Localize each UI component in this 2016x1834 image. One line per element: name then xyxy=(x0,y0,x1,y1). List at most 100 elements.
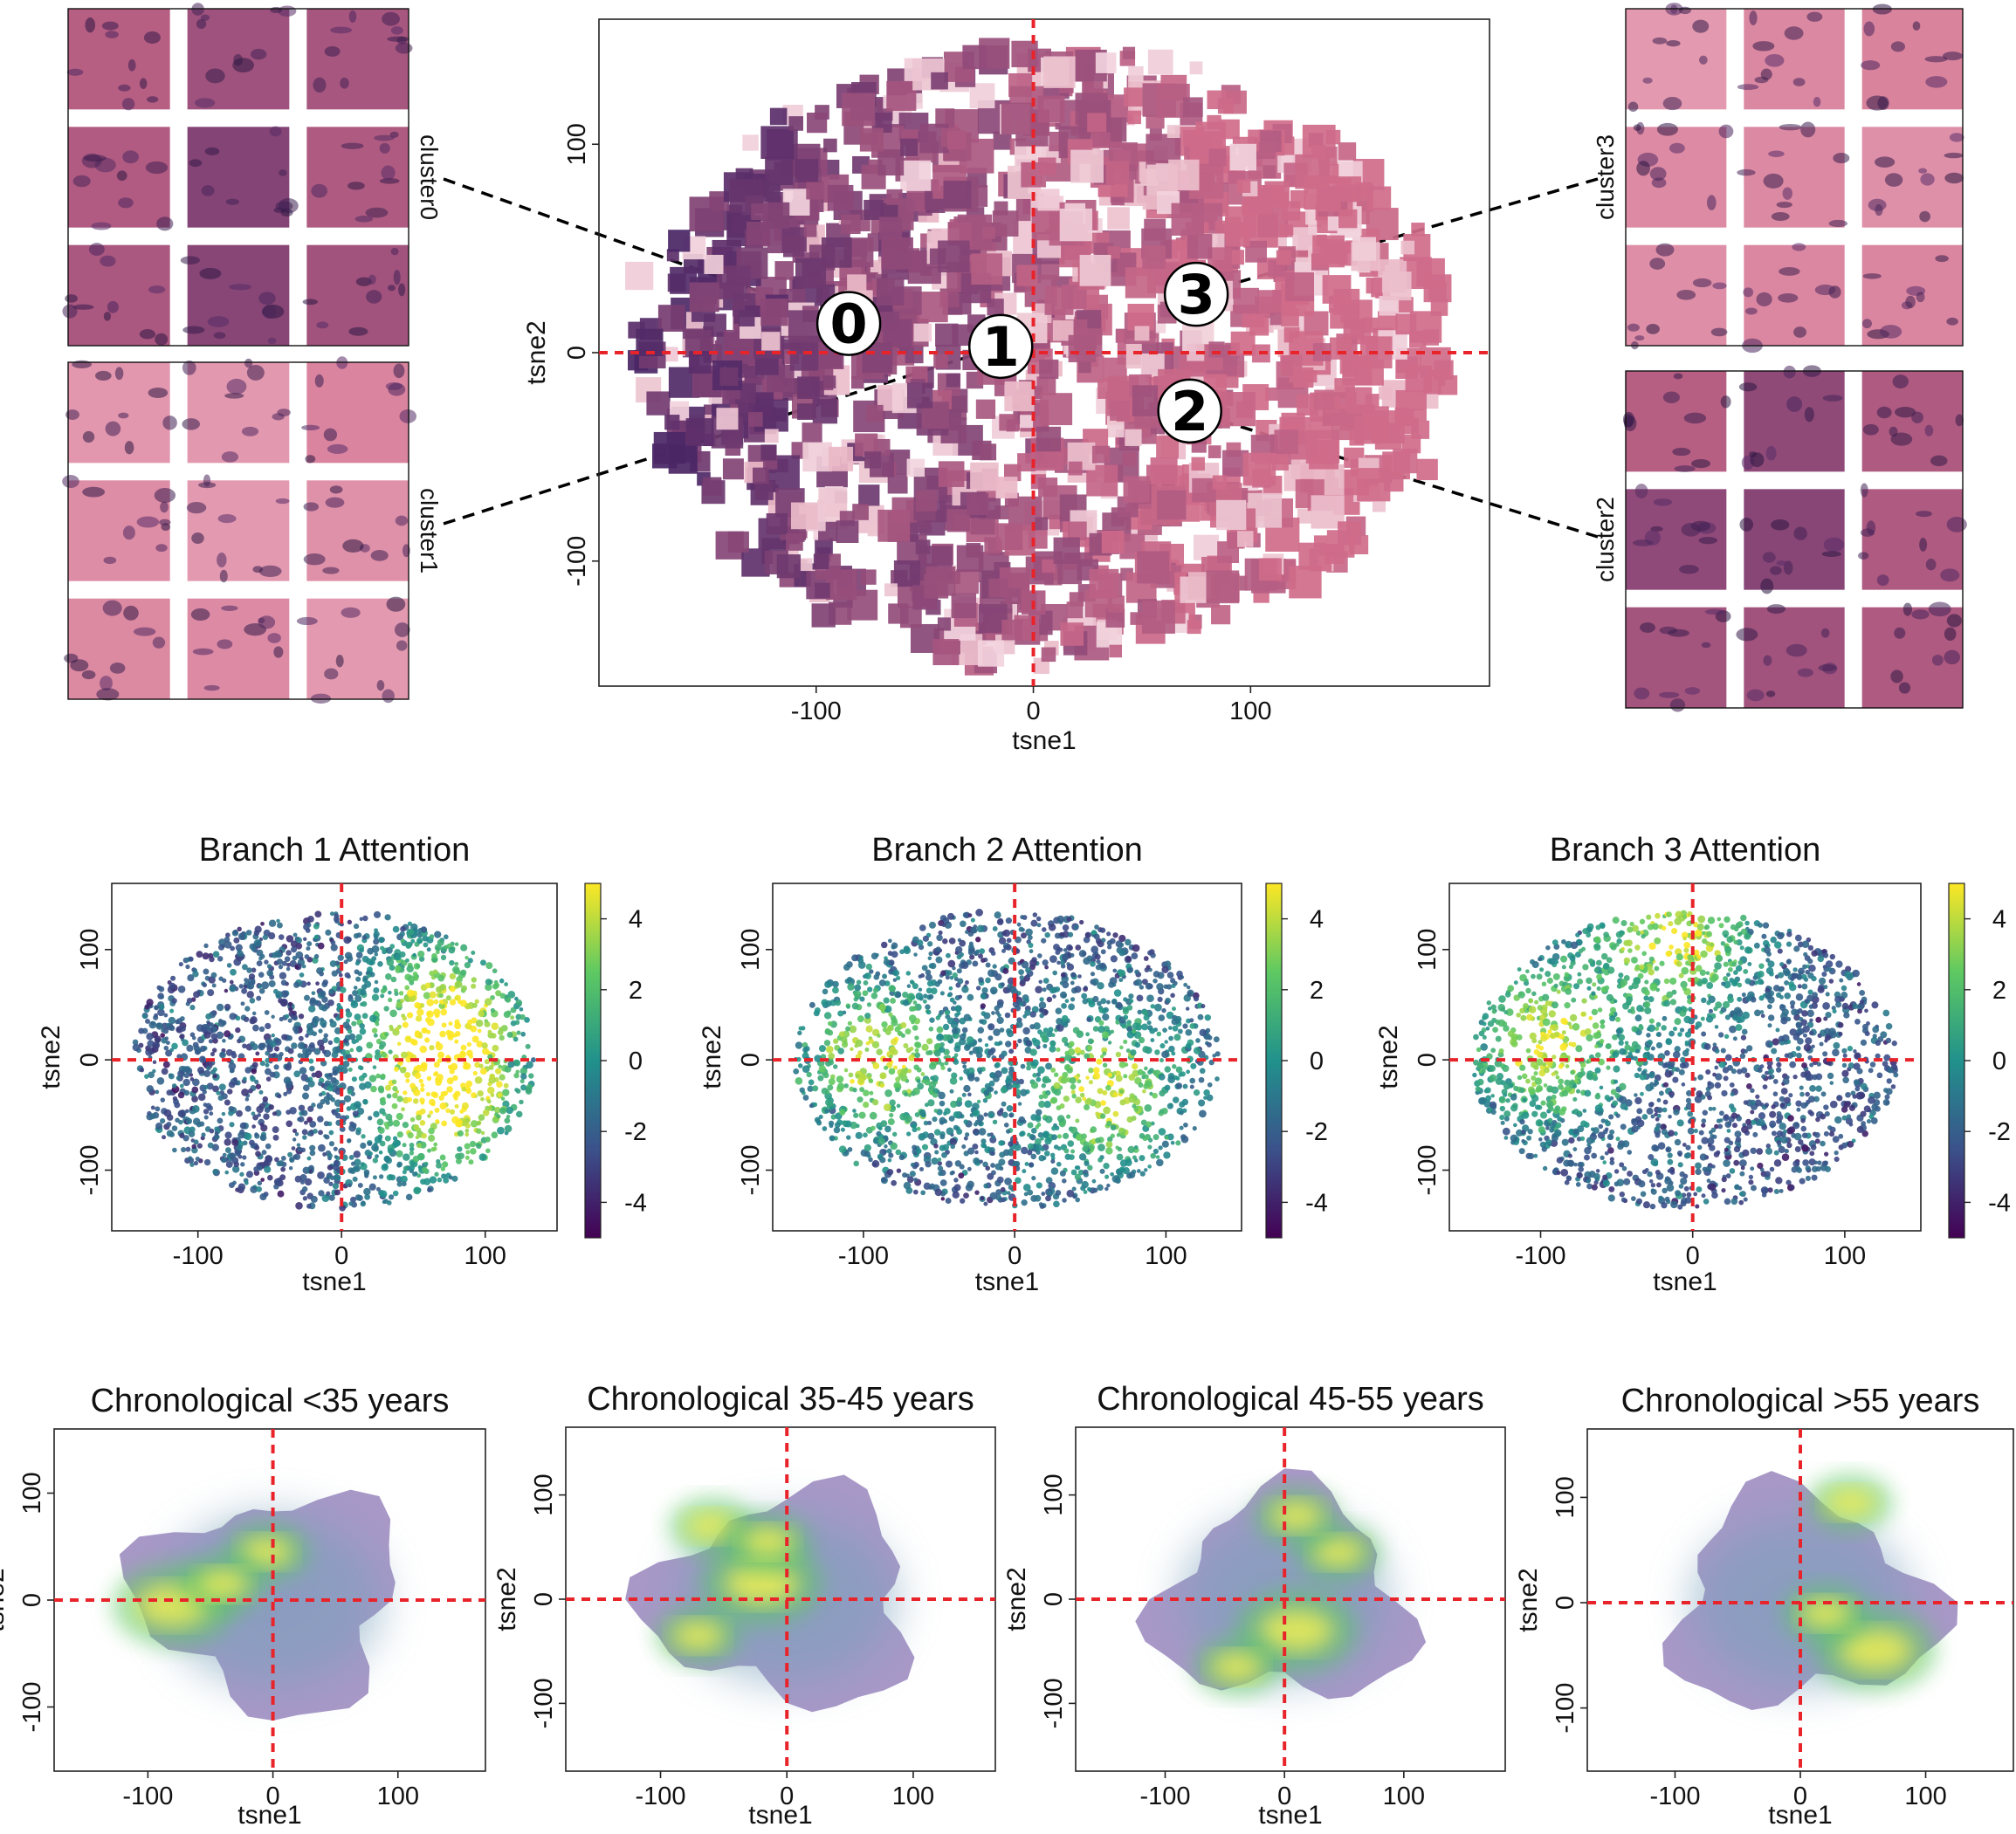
histology-tile xyxy=(1626,371,1727,472)
scatter-point xyxy=(306,922,312,928)
scatter-point xyxy=(1030,1153,1037,1160)
nucleus-blob xyxy=(1765,53,1785,67)
image-tile xyxy=(1304,175,1338,210)
scatter-point xyxy=(170,975,176,981)
nucleus-blob xyxy=(280,209,293,217)
nucleus-blob xyxy=(1862,423,1879,436)
scatter-point xyxy=(1109,938,1116,944)
scatter-point xyxy=(525,1043,531,1049)
scatter-point xyxy=(1144,1103,1152,1112)
nucleus-blob xyxy=(1765,690,1776,697)
nucleus-blob xyxy=(305,455,316,464)
image-tile xyxy=(783,236,805,258)
nucleus-blob xyxy=(221,451,239,463)
x-axis-label: tsne1 xyxy=(302,1267,366,1296)
nucleus-blob xyxy=(1760,68,1772,80)
scatter-point xyxy=(519,1099,524,1105)
scatter-point xyxy=(843,1083,849,1089)
scatter-point xyxy=(1107,1041,1112,1045)
nucleus-blob xyxy=(1895,406,1916,418)
nucleus-blob xyxy=(1736,628,1758,642)
scatter-point xyxy=(909,1171,916,1178)
image-tile xyxy=(685,418,714,447)
scatter-point xyxy=(992,1119,998,1125)
image-tile xyxy=(1362,317,1379,333)
scatter-point xyxy=(802,1095,809,1101)
scatter-point xyxy=(202,982,208,988)
scatter-point xyxy=(403,1090,408,1096)
scatter-point xyxy=(884,1144,888,1149)
image-tile xyxy=(995,523,1023,551)
nucleus-blob xyxy=(1771,211,1790,222)
scatter-point xyxy=(333,916,340,923)
scatter-point xyxy=(355,951,363,958)
scatter-point xyxy=(459,999,467,1007)
scatter-point xyxy=(243,1016,250,1022)
scatter-point xyxy=(249,998,256,1004)
scatter-point xyxy=(244,1105,251,1112)
scatter-point xyxy=(401,1181,407,1187)
scatter-point xyxy=(927,941,933,947)
scatter-point xyxy=(299,956,304,961)
scatter-point xyxy=(980,1011,987,1016)
scatter-point xyxy=(318,1028,323,1034)
scatter-point xyxy=(313,923,320,930)
scatter-point xyxy=(496,1081,503,1088)
scatter-point xyxy=(203,1084,209,1090)
scatter-point xyxy=(1197,1013,1204,1020)
image-tile xyxy=(1150,457,1178,485)
scatter-point xyxy=(1035,986,1042,993)
image-tile xyxy=(1031,208,1064,241)
nucleus-blob xyxy=(1946,317,1958,326)
nucleus-blob xyxy=(96,688,120,701)
scatter-point xyxy=(180,1026,186,1032)
scatter-point xyxy=(226,1089,233,1095)
image-tile xyxy=(1372,498,1386,512)
scatter-point xyxy=(434,1013,440,1019)
scatter-point xyxy=(419,1045,427,1054)
scatter-point xyxy=(251,1061,258,1068)
image-tile xyxy=(888,603,909,624)
image-tile xyxy=(970,462,999,491)
scatter-point xyxy=(144,1004,150,1010)
image-tile xyxy=(1242,452,1276,486)
scatter-point xyxy=(949,1171,954,1176)
scatter-point xyxy=(344,972,351,979)
scatter-point xyxy=(466,1041,472,1048)
image-tile xyxy=(1147,49,1173,75)
scatter-point xyxy=(1067,1140,1075,1147)
scatter-point xyxy=(460,969,467,976)
scatter-point xyxy=(302,1084,310,1092)
scatter-point xyxy=(306,1203,312,1209)
nucleus-blob xyxy=(1766,604,1786,615)
image-tile xyxy=(1206,570,1240,604)
scatter-point xyxy=(906,1068,912,1074)
scatter-point xyxy=(898,1073,904,1079)
scatter-point xyxy=(485,1136,491,1143)
image-tile xyxy=(719,367,739,386)
scatter-point xyxy=(797,1030,802,1036)
scatter-point xyxy=(288,1006,293,1012)
scatter-point xyxy=(434,1107,440,1113)
scatter-point xyxy=(222,1152,227,1157)
scatter-point xyxy=(224,1099,230,1106)
scatter-point xyxy=(940,1065,946,1070)
nucleus-blob xyxy=(1898,682,1911,694)
scatter-point xyxy=(446,1077,454,1085)
scatter-point xyxy=(1069,1154,1075,1160)
scatter-point xyxy=(871,1099,879,1106)
scatter-point xyxy=(407,1132,414,1139)
scatter-point xyxy=(271,1014,275,1019)
image-tile xyxy=(878,216,902,240)
nucleus-blob xyxy=(1634,687,1650,700)
histology-tile xyxy=(68,598,170,699)
nucleus-blob xyxy=(1674,465,1696,472)
scatter-point xyxy=(822,988,829,995)
scatter-point xyxy=(929,921,936,929)
scatter-point xyxy=(359,947,364,953)
cluster-connector-line xyxy=(1189,409,1599,539)
nucleus-blob xyxy=(83,155,107,162)
scatter-point xyxy=(182,1078,190,1087)
scatter-point xyxy=(233,1081,238,1086)
scatter-point xyxy=(355,1130,361,1136)
